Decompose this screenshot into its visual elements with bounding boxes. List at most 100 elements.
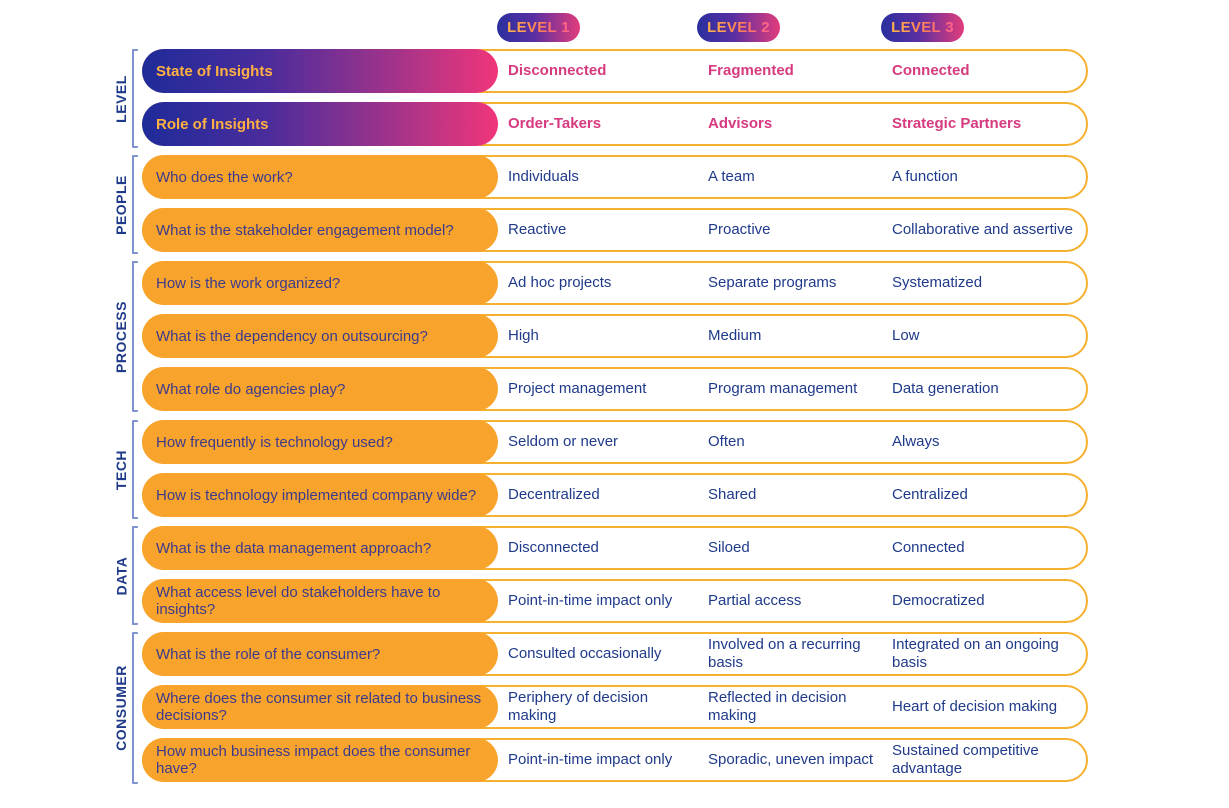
question-text: How is technology implemented company wi…	[156, 486, 477, 504]
level-2-cell: Proactive	[708, 221, 771, 238]
category-label: LEVEL	[113, 74, 129, 123]
level-2-cell: Reflected in decision making	[708, 689, 847, 724]
row-question: What is the role of the consumer?	[142, 632, 498, 676]
row-question: How frequently is technology used?	[142, 420, 498, 464]
level-1-cell: High	[508, 327, 539, 344]
level-3-cell: Low	[892, 327, 920, 344]
level-1-cell: Decentralized	[508, 486, 600, 503]
level-2-cell: Siloed	[708, 539, 750, 556]
question-text: What is the dependency on outsourcing?	[156, 327, 428, 345]
question-text: How much business impact does the consum…	[156, 743, 471, 777]
level-3-cell: Centralized	[892, 486, 968, 503]
row-question: What is the stakeholder engagement model…	[142, 208, 498, 252]
row-question: State of Insights	[142, 49, 498, 93]
question-text: How frequently is technology used?	[156, 433, 393, 451]
category-data: DATA	[104, 526, 138, 625]
level-3-cell: Data generation	[892, 380, 999, 397]
row-question: Who does the work?	[142, 155, 498, 199]
maturity-row: Where does the consumer sit related to b…	[142, 685, 1088, 729]
maturity-row: What is the role of the consumer? Consul…	[142, 632, 1088, 676]
level-2-cell: Separate programs	[708, 274, 837, 291]
maturity-row: What access level do stakeholders have t…	[142, 579, 1088, 623]
level-1-cell: Order-Takers	[508, 115, 602, 132]
question-text: Role of Insights	[156, 115, 269, 133]
row-question: What access level do stakeholders have t…	[142, 579, 498, 623]
question-text: What is the stakeholder engagement model…	[156, 221, 454, 239]
level-1-cell: Project management	[508, 380, 647, 397]
level-3-cell: Always	[892, 433, 940, 450]
level-3-cell: Sustained competitive advantage	[892, 742, 1039, 777]
level-3-cell: Connected	[892, 539, 965, 556]
question-text: State of Insights	[156, 62, 273, 80]
question-text: Where does the consumer sit related to b…	[156, 690, 482, 724]
row-question: How is the work organized?	[142, 261, 498, 305]
level-1-header: LEVEL 1	[497, 13, 580, 42]
level-2-cell: Partial access	[708, 592, 802, 609]
row-question: How much business impact does the consum…	[142, 738, 498, 782]
category-level: LEVEL	[104, 49, 138, 148]
level-2-cell: Often	[708, 433, 745, 450]
level-1-cell: Reactive	[508, 221, 567, 238]
category-label: DATA	[113, 556, 129, 595]
level-3-cell: Heart of decision making	[892, 698, 1058, 715]
row-question: What role do agencies play?	[142, 367, 498, 411]
row-question: What is the data management approach?	[142, 526, 498, 570]
maturity-row: How much business impact does the consum…	[142, 738, 1088, 782]
level-2-cell: Shared	[708, 486, 757, 503]
level-1-cell: Individuals	[508, 168, 579, 185]
row-question: Role of Insights	[142, 102, 498, 146]
question-text: What is the data management approach?	[156, 539, 432, 557]
level-2-header: LEVEL 2	[697, 13, 780, 42]
level-2-cell: Fragmented	[708, 62, 794, 79]
question-text: What access level do stakeholders have t…	[156, 584, 441, 618]
question-text: What role do agencies play?	[156, 380, 346, 398]
level-1-cell: Point-in-time impact only	[508, 592, 673, 609]
question-text: How is the work organized?	[156, 274, 341, 292]
level-2-cell: A team	[708, 168, 755, 185]
level-2-cell: Advisors	[708, 115, 773, 132]
level-2-label: LEVEL 2	[707, 19, 770, 36]
maturity-row: What role do agencies play? Project mana…	[142, 367, 1088, 411]
category-people: PEOPLE	[104, 155, 138, 254]
level-3-cell: Integrated on an ongoing basis	[892, 636, 1059, 671]
maturity-row: What is the data management approach? Di…	[142, 526, 1088, 570]
level-1-cell: Point-in-time impact only	[508, 751, 673, 768]
level-3-cell: Collaborative and assertive	[892, 221, 1073, 238]
maturity-row: Role of Insights Order-Takers Advisors S…	[142, 102, 1088, 146]
maturity-row: How is technology implemented company wi…	[142, 473, 1088, 517]
category-tech: TECH	[104, 420, 138, 519]
category-label: PEOPLE	[113, 174, 130, 235]
category-label: TECH	[113, 449, 129, 490]
category-bracket	[132, 155, 138, 254]
level-2-cell: Sporadic, uneven impact	[708, 751, 874, 768]
level-2-cell: Involved on a recurring basis	[708, 636, 861, 671]
category-process: PROCESS	[104, 261, 138, 412]
row-question: Where does the consumer sit related to b…	[142, 685, 498, 729]
maturity-row: How is the work organized? Ad hoc projec…	[142, 261, 1088, 305]
category-label: PROCESS	[113, 300, 129, 373]
level-3-cell: Strategic Partners	[892, 115, 1022, 132]
level-3-cell: Connected	[892, 62, 970, 79]
category-label: CONSUMER	[113, 665, 130, 751]
category-bracket	[132, 632, 138, 784]
question-text: Who does the work?	[156, 168, 293, 186]
category-bracket	[132, 420, 138, 519]
category-bracket	[132, 49, 138, 148]
level-3-cell: A function	[892, 168, 958, 185]
category-consumer: CONSUMER	[104, 632, 138, 784]
level-3-header: LEVEL 3	[881, 13, 964, 42]
level-1-cell: Consulted occasionally	[508, 645, 662, 662]
level-1-cell: Periphery of decision making	[508, 689, 649, 724]
level-1-cell: Disconnected	[508, 539, 599, 556]
row-question: How is technology implemented company wi…	[142, 473, 498, 517]
level-2-cell: Program management	[708, 380, 858, 397]
category-bracket	[132, 261, 138, 412]
row-question: What is the dependency on outsourcing?	[142, 314, 498, 358]
level-2-cell: Medium	[708, 327, 762, 344]
question-text: What is the role of the consumer?	[156, 645, 381, 663]
level-1-cell: Ad hoc projects	[508, 274, 612, 291]
level-1-cell: Seldom or never	[508, 433, 619, 450]
maturity-row: What is the stakeholder engagement model…	[142, 208, 1088, 252]
level-1-label: LEVEL 1	[507, 19, 570, 36]
maturity-row: Who does the work? Individuals A team A …	[142, 155, 1088, 199]
